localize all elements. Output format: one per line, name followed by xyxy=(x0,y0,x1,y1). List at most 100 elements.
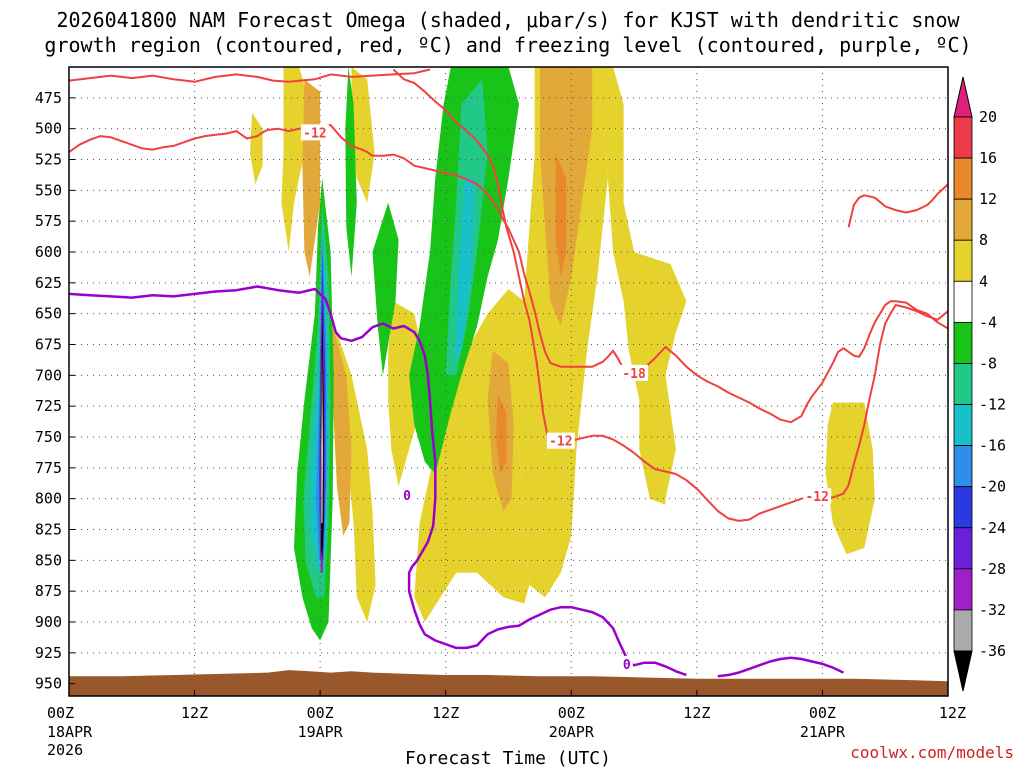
chart-title-line-2: growth region (contoured, red, ºC) and f… xyxy=(44,33,971,57)
shade-upper-yellow xyxy=(351,67,375,203)
contour-label: -12 xyxy=(549,435,572,450)
contour-label: -18 xyxy=(622,367,646,382)
colorbar-top-arrow xyxy=(953,76,973,118)
colorbar-bin xyxy=(953,486,973,529)
shade-green-2 xyxy=(372,202,399,376)
contour-labels: -12 -18 -12 -12 0 0 xyxy=(300,124,832,673)
contour-label: -12 xyxy=(303,126,326,141)
y-tick-label: 500 xyxy=(35,120,62,138)
colorbar-bin xyxy=(953,280,973,323)
shade-mid-yellow xyxy=(519,67,608,598)
contour-layer xyxy=(69,68,948,678)
colorbar-label: 4 xyxy=(979,272,988,290)
colorbar-label: 16 xyxy=(979,149,997,167)
dendritic-contour xyxy=(69,124,948,424)
shade-west-yellow xyxy=(281,67,310,252)
x-tick-label: 12Z xyxy=(683,704,710,722)
shade-column-white xyxy=(321,350,323,524)
x-tick-date-label: 20APR xyxy=(549,723,595,741)
colorbar-bin xyxy=(953,568,973,611)
y-tick-label: 525 xyxy=(35,151,62,169)
colorbar-bin xyxy=(953,157,973,200)
y-tick-label: 675 xyxy=(35,336,62,354)
y-tick-label: 650 xyxy=(35,305,62,323)
y-tick-label: 550 xyxy=(35,181,62,199)
x-tick-label: 00Z xyxy=(558,704,585,722)
x-tick-date-label: 18APR xyxy=(47,723,93,741)
colorbar-bin xyxy=(953,404,973,447)
freezing-level-contour xyxy=(69,285,687,677)
contour-label-background xyxy=(620,655,633,672)
y-tick-label: 875 xyxy=(35,582,62,600)
shade-red-core-2 xyxy=(495,393,507,474)
y-tick-label: 925 xyxy=(35,644,62,662)
x-tick-label: 12Z xyxy=(181,704,208,722)
y-tick-label: 725 xyxy=(35,397,62,415)
y-tick-label: 625 xyxy=(35,274,62,292)
contour-label-background xyxy=(300,124,329,141)
colorbar-label: -20 xyxy=(979,478,1006,496)
dendritic-contour xyxy=(392,68,948,522)
omega-shading-layer xyxy=(250,67,875,641)
y-tick-label: 900 xyxy=(35,613,62,631)
contour-label-background xyxy=(620,364,649,381)
x-axis-title: Forecast Time (UTC) xyxy=(405,748,611,768)
colorbar-label: -12 xyxy=(979,396,1006,414)
colorbar-label: 8 xyxy=(979,231,988,249)
freezing-level-contour xyxy=(717,656,844,678)
colorbar-bin xyxy=(953,198,973,241)
shade-west-yellow-2 xyxy=(250,112,263,185)
colorbar: 20 16 12 8 4 -4 -8 -12 -16 -20 -24 -28 -32 -36 xyxy=(953,76,1006,692)
y-tick-label: 950 xyxy=(35,675,62,693)
colorbar-bin xyxy=(953,321,973,364)
colorbar-label: -36 xyxy=(979,642,1006,660)
colorbar-label: -16 xyxy=(979,437,1006,455)
x-tick-label: 00Z xyxy=(47,704,74,722)
x-tick-label: 00Z xyxy=(809,704,836,722)
colorbar-bin xyxy=(953,116,973,159)
y-tick-label: 475 xyxy=(35,89,62,107)
colorbar-label: -28 xyxy=(979,560,1006,578)
dendritic-contour xyxy=(847,183,948,228)
y-tick-label: 775 xyxy=(35,459,62,477)
colorbar-bin xyxy=(953,527,973,570)
chart-title-line-1: 2026041800 NAM Forecast Omega (shaded, μ… xyxy=(56,8,960,32)
colorbar-bin xyxy=(953,363,973,405)
colorbar-label: -4 xyxy=(979,313,997,331)
x-tick-date-label: 21APR xyxy=(800,723,846,741)
contour-label-background xyxy=(400,486,413,503)
terrain-fill xyxy=(69,670,948,696)
x-tick-date-label: 19APR xyxy=(298,723,344,741)
colorbar-bottom-arrow xyxy=(953,650,973,692)
y-axis-ticks: 475 500 525 550 575 600 625 650 675 700 725 750 775 8… xyxy=(35,89,75,693)
colorbar-label: 12 xyxy=(979,190,997,208)
contour-label-background xyxy=(803,488,832,505)
x-tick-label: 12Z xyxy=(432,704,459,722)
colorbar-label: -8 xyxy=(979,354,997,372)
shade-col-orange-2 xyxy=(332,326,352,536)
terrain-layer xyxy=(69,670,948,696)
colorbar-label: -32 xyxy=(979,601,1006,619)
contour-label: -12 xyxy=(805,490,828,505)
shade-east-yellow xyxy=(597,67,687,505)
contour-label-background xyxy=(546,432,575,449)
colorbar-bin xyxy=(953,445,973,488)
y-tick-label: 750 xyxy=(35,428,62,446)
contour-label: 0 xyxy=(403,489,411,504)
shade-cyan-main xyxy=(454,178,475,363)
colorbar-label: -24 xyxy=(979,519,1006,537)
credit-link[interactable]: coolwx.com/models xyxy=(850,743,1014,762)
y-tick-label: 575 xyxy=(35,212,62,230)
x-tick-year-label: 2026 xyxy=(47,741,83,759)
y-tick-label: 850 xyxy=(35,551,62,569)
y-tick-label: 800 xyxy=(35,490,62,508)
dendritic-contour xyxy=(69,68,431,83)
colorbar-label: 20 xyxy=(979,108,997,126)
x-tick-label: 00Z xyxy=(307,704,334,722)
colorbar-bin xyxy=(953,609,973,652)
contour-label: 0 xyxy=(623,658,631,673)
shade-red-core-1 xyxy=(555,153,567,277)
y-tick-label: 825 xyxy=(35,521,62,539)
